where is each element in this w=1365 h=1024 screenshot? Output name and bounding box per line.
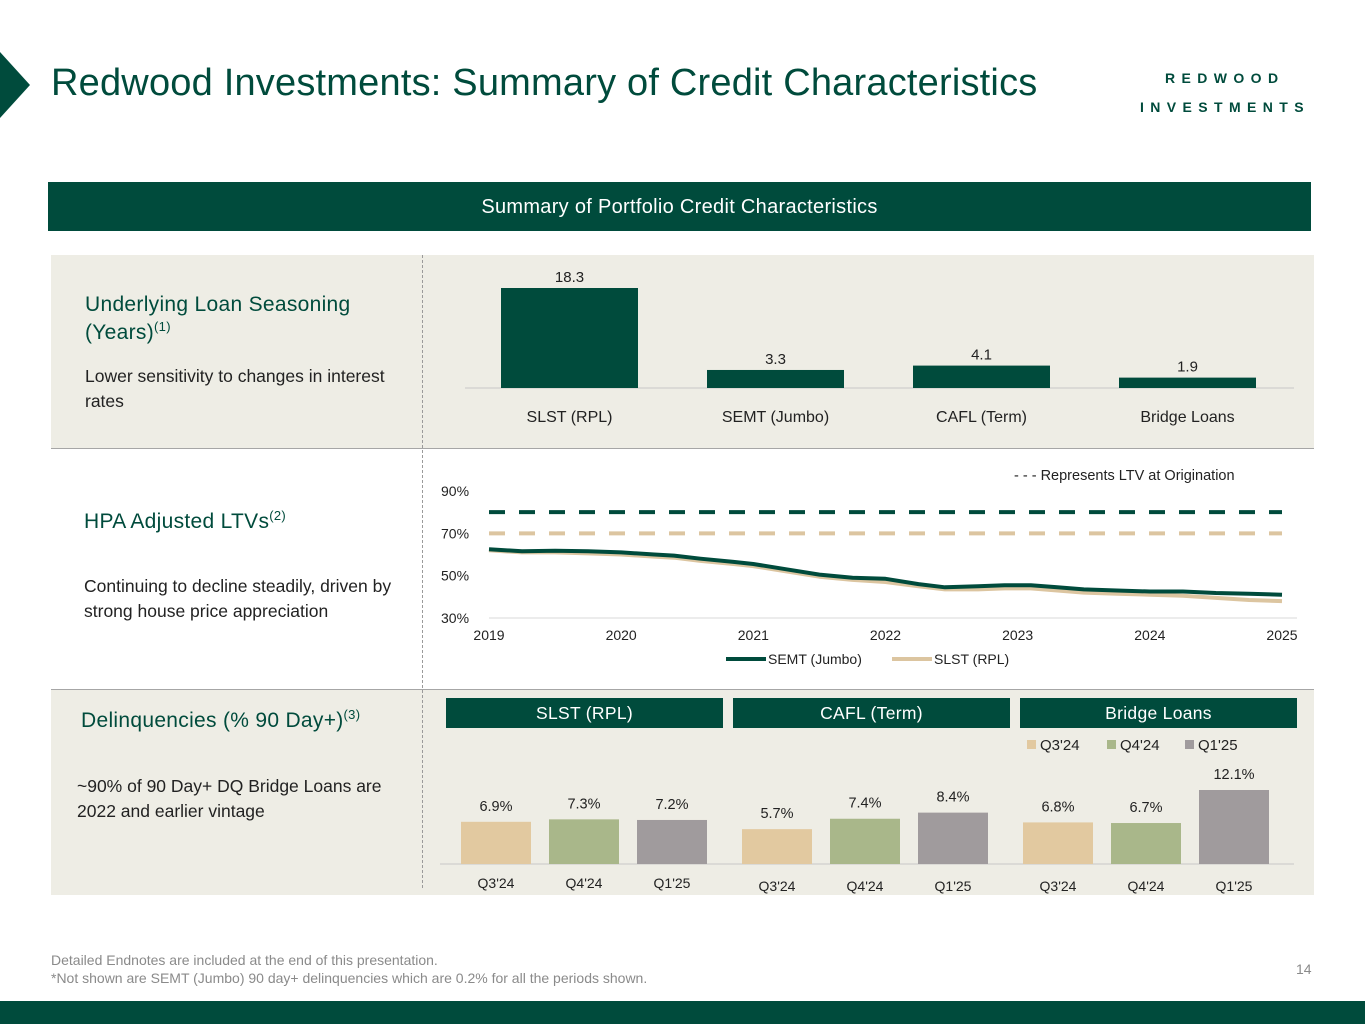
delinquency-category-label: Q1'25	[654, 875, 691, 891]
delinquency-category-label: Q1'25	[935, 878, 972, 894]
group-header-bridge: Bridge Loans	[1020, 698, 1297, 728]
delinquency-value-label: 6.8%	[1041, 799, 1074, 815]
delinquency-legend-label: Q1'25	[1198, 737, 1238, 754]
ltv-legend-label: SEMT (Jumbo)	[768, 651, 862, 667]
ltv-x-tick: 2024	[1134, 627, 1165, 643]
delinquency-bar	[461, 821, 531, 864]
ltv-footnote: (2)	[269, 508, 287, 523]
page-number: 14	[1296, 961, 1312, 977]
ltv-heading-text: HPA Adjusted LTVs	[84, 510, 270, 533]
separator-2	[51, 689, 1314, 690]
seasoning-chart: 18.3 SLST (RPL) 3.3 SEMT (Jumbo) 4.1 CAFL (Te…	[465, 269, 1294, 426]
delinquency-category-label: Q4'24	[1128, 878, 1165, 894]
seasoning-heading-text: Underlying Loan Seasoning (Years)	[85, 293, 351, 344]
delinquency-category-label: Q3'24	[478, 875, 515, 891]
delinquency-category-label: Q1'25	[1216, 878, 1253, 894]
ltv-x-tick: 2019	[473, 627, 504, 643]
delinquency-bar	[1111, 823, 1181, 864]
ltv-y-tick: 70%	[441, 525, 469, 541]
delinquency-bar	[549, 819, 619, 864]
delinquency-chart: Q3'24 Q4'24 Q1'25 6.9% Q3'24 7.3% Q4'24 7.2% Q1'…	[440, 737, 1294, 894]
seasoning-footnote: (1)	[154, 319, 171, 334]
delinquency-heading-text: Delinquencies (% 90 Day+)	[81, 709, 344, 732]
bottom-bar	[0, 1001, 1365, 1024]
ltv-y-tick: 90%	[441, 483, 469, 499]
seasoning-bar	[501, 288, 638, 388]
ltv-description: Continuing to decline steadily, driven b…	[84, 576, 392, 621]
ltv-x-tick: 2025	[1266, 627, 1297, 643]
seasoning-value-label: 1.9	[1177, 359, 1198, 376]
delinquency-value-label: 5.7%	[760, 806, 793, 822]
seasoning-category-label: CAFL (Term)	[936, 409, 1027, 426]
seasoning-category-label: Bridge Loans	[1140, 409, 1234, 426]
delinquency-description: ~90% of 90 Day+ DQ Bridge Loans are 2022…	[77, 776, 382, 821]
delinquency-legend-label: Q4'24	[1120, 737, 1160, 754]
ltv-series-line	[488, 548, 1283, 604]
delinquency-legend-swatch	[1027, 740, 1036, 749]
section-banner: Summary of Portfolio Credit Characterist…	[48, 182, 1311, 231]
seasoning-bar	[707, 369, 844, 388]
delinquency-bar	[742, 829, 812, 864]
delinquency-legend-swatch	[1185, 740, 1194, 749]
ltv-y-tick: 30%	[441, 610, 469, 626]
delinquency-category-label: Q4'24	[847, 878, 884, 894]
delinquency-value-label: 6.9%	[479, 799, 512, 815]
seasoning-value-label: 18.3	[555, 269, 584, 286]
delinquency-legend-swatch	[1107, 740, 1116, 749]
logo-line-2: INVESTMENTS	[1140, 99, 1310, 115]
footer-notes: Detailed Endnotes are included at the en…	[51, 951, 647, 987]
page-title: Redwood Investments: Summary of Credit C…	[51, 62, 1038, 104]
delinquency-category-label: Q3'24	[759, 878, 796, 894]
seasoning-value-label: 3.3	[765, 351, 786, 368]
ltv-annotation: - - - Represents LTV at Origination	[1014, 468, 1235, 484]
logo-line-1: REDWOOD	[1165, 70, 1285, 86]
seasoning-category-label: SEMT (Jumbo)	[722, 409, 829, 426]
seasoning-value-label: 4.1	[971, 347, 992, 364]
header-chevron	[0, 52, 30, 118]
delinquency-value-label: 6.7%	[1129, 800, 1162, 816]
ltv-x-tick: 2020	[606, 627, 637, 643]
seasoning-description: Lower sensitivity to changes in interest…	[85, 366, 385, 411]
group-header-cafl: CAFL (Term)	[733, 698, 1010, 728]
ltv-x-tick: 2022	[870, 627, 901, 643]
delinquency-footnote: (3)	[343, 707, 361, 722]
delinquency-bar	[637, 819, 707, 864]
group-header-slst: SLST (RPL)	[446, 698, 723, 728]
ltv-legend-label: SLST (RPL)	[934, 651, 1009, 667]
ltv-series-line	[488, 547, 1283, 597]
delinquency-value-label: 7.2%	[655, 797, 688, 813]
delinquency-heading: Delinquencies (% 90 Day+)(3)	[81, 707, 411, 735]
delinquency-bar	[830, 818, 900, 864]
delinquency-bar	[1023, 822, 1093, 864]
seasoning-category-label: SLST (RPL)	[527, 409, 613, 426]
ltv-x-tick: 2021	[738, 627, 769, 643]
delinquency-legend-label: Q3'24	[1040, 737, 1080, 754]
seasoning-panel	[51, 255, 1314, 448]
ltv-x-tick: 2023	[1002, 627, 1033, 643]
ltv-heading: HPA Adjusted LTVs(2)	[84, 508, 404, 536]
delinquency-value-label: 7.4%	[848, 796, 881, 812]
seasoning-bar	[913, 365, 1050, 388]
delinquency-category-label: Q3'24	[1040, 878, 1077, 894]
ltv-chart: 30% 50% 70% 90% 2019 2020 2021 2022 2023 2024 2025…	[441, 468, 1298, 667]
delinquency-bar	[918, 812, 988, 864]
footer-line-1: Detailed Endnotes are included at the en…	[51, 952, 438, 968]
delinquency-value-label: 8.4%	[936, 790, 969, 806]
delinquency-category-label: Q4'24	[566, 875, 603, 891]
footer-line-2: *Not shown are SEMT (Jumbo) 90 day+ deli…	[51, 970, 648, 986]
seasoning-heading: Underlying Loan Seasoning (Years)(1)	[85, 291, 405, 347]
separator-1	[51, 448, 1314, 449]
ltv-y-tick: 50%	[441, 568, 469, 584]
vertical-divider	[422, 255, 423, 888]
delinquency-value-label: 7.3%	[567, 796, 600, 812]
seasoning-bar	[1119, 377, 1256, 388]
delinquency-value-label: 12.1%	[1213, 767, 1254, 783]
company-logo: REDWOOD INVESTMENTS	[1140, 64, 1315, 122]
delinquency-bar	[1199, 790, 1269, 864]
